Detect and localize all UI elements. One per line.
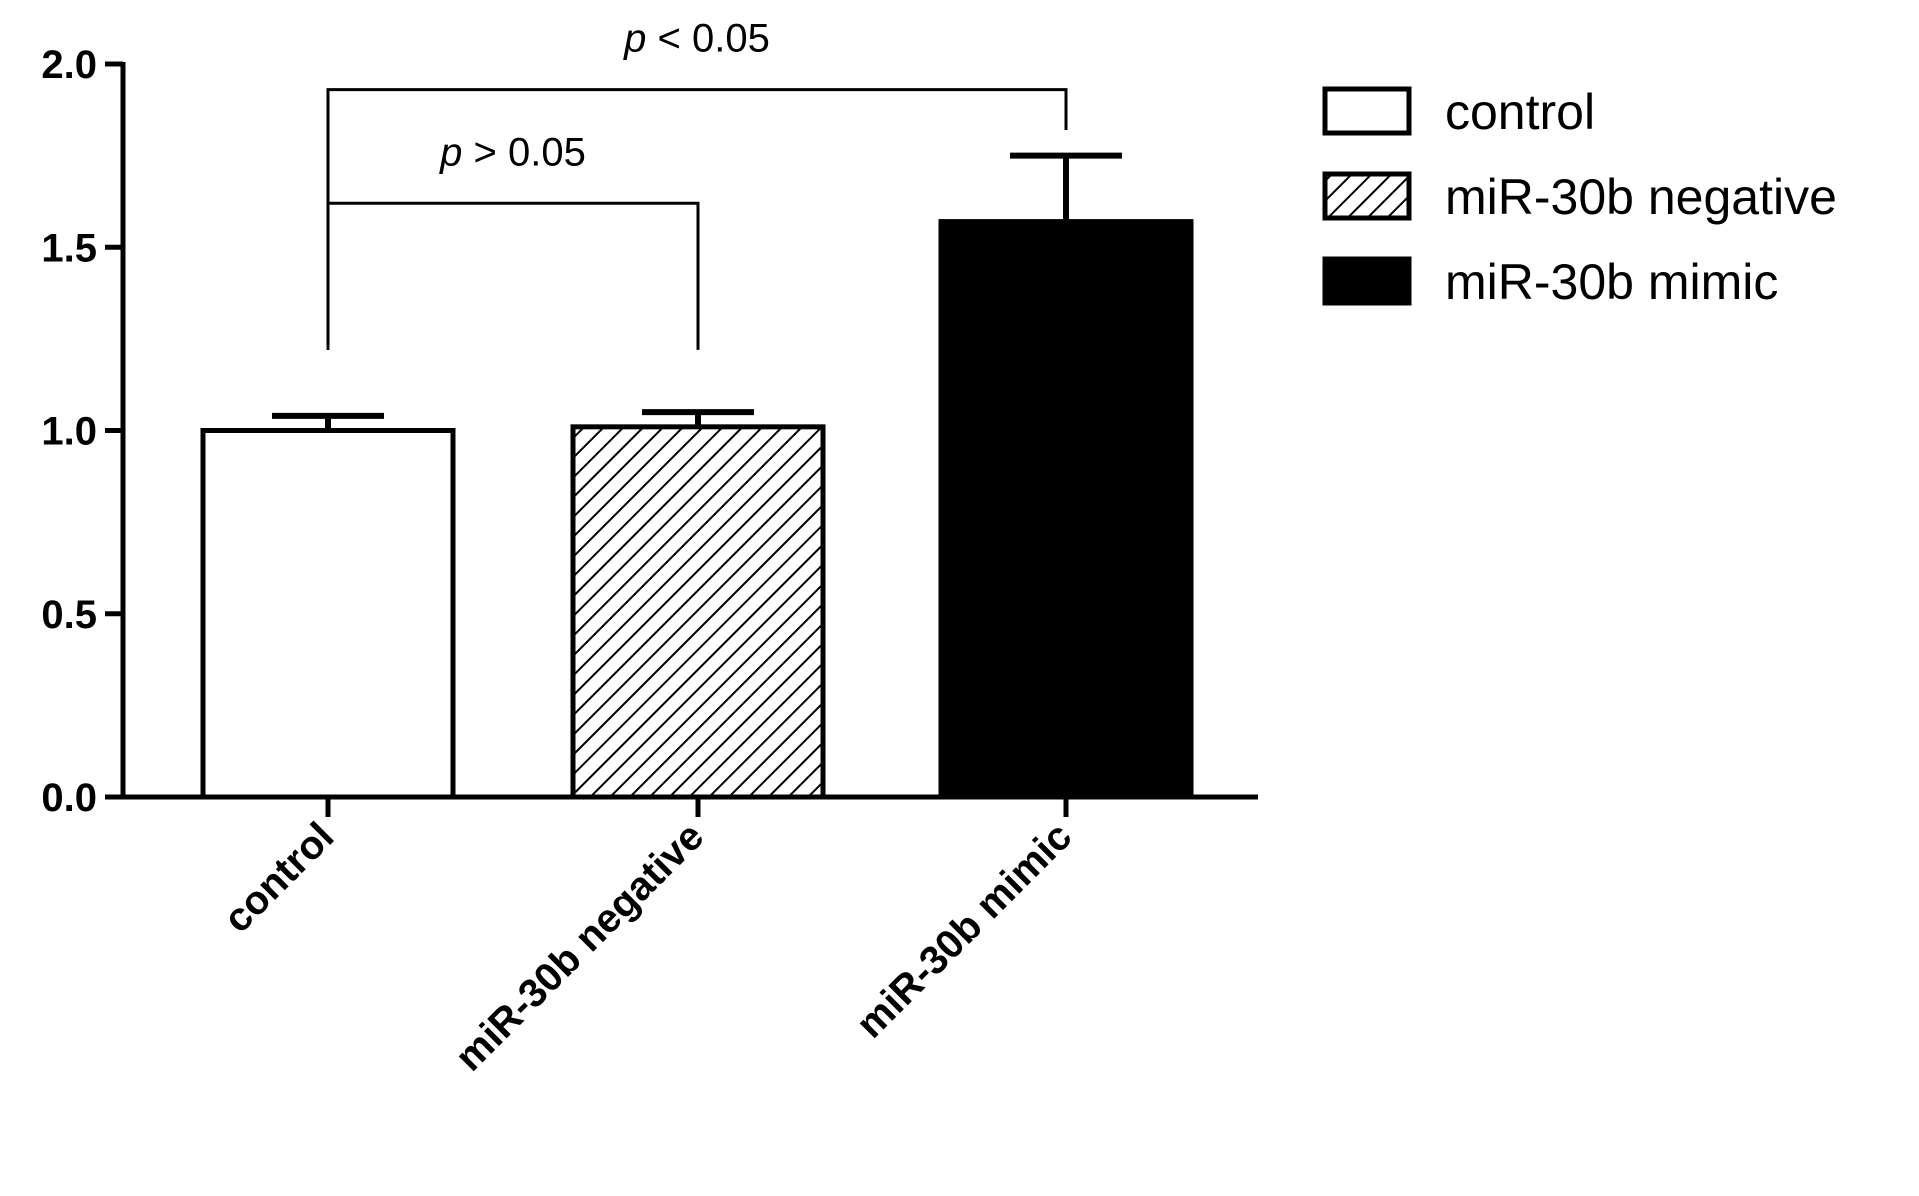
p-value: > 0.05: [462, 130, 585, 174]
significance-label: p > 0.05: [439, 130, 586, 174]
y-tick-label: 1.5: [41, 226, 97, 270]
bar-mir-30b-negative: [570, 424, 826, 800]
legend: control miR-30b negative miR-30b mimic: [1322, 84, 1837, 310]
bar-control: [200, 428, 456, 800]
y-tick-label: 0.0: [41, 776, 97, 820]
legend-swatch: [1322, 256, 1412, 306]
legend-swatch: [1322, 171, 1412, 221]
bars-group: [200, 152, 1194, 800]
significance-label: p < 0.05: [623, 17, 770, 61]
p-symbol: p: [623, 17, 646, 61]
legend-label: control: [1445, 84, 1595, 140]
significance-bracket: [326, 201, 700, 350]
y-tick-label: 1.0: [41, 410, 97, 454]
significance-group: p < 0.05p > 0.05: [326, 17, 1068, 350]
x-category-label: miR-30b mimic: [848, 814, 1080, 1046]
x-category-label: control: [215, 814, 342, 941]
p-value: < 0.05: [646, 17, 769, 61]
x-category-label: miR-30b negative: [447, 814, 712, 1079]
legend-label: miR-30b mimic: [1445, 254, 1778, 310]
legend-label: miR-30b negative: [1445, 169, 1837, 225]
tick-labels-group: 0.0 0.5 1.0 1.5 2.0 control miR-30b negative mi…: [41, 43, 1080, 1080]
y-tick-label: 2.0: [41, 43, 97, 87]
legend-swatch: [1322, 86, 1412, 136]
bar-mir-30b-mimic: [938, 219, 1194, 800]
y-tick-label: 0.5: [41, 593, 97, 637]
p-symbol: p: [439, 130, 462, 174]
